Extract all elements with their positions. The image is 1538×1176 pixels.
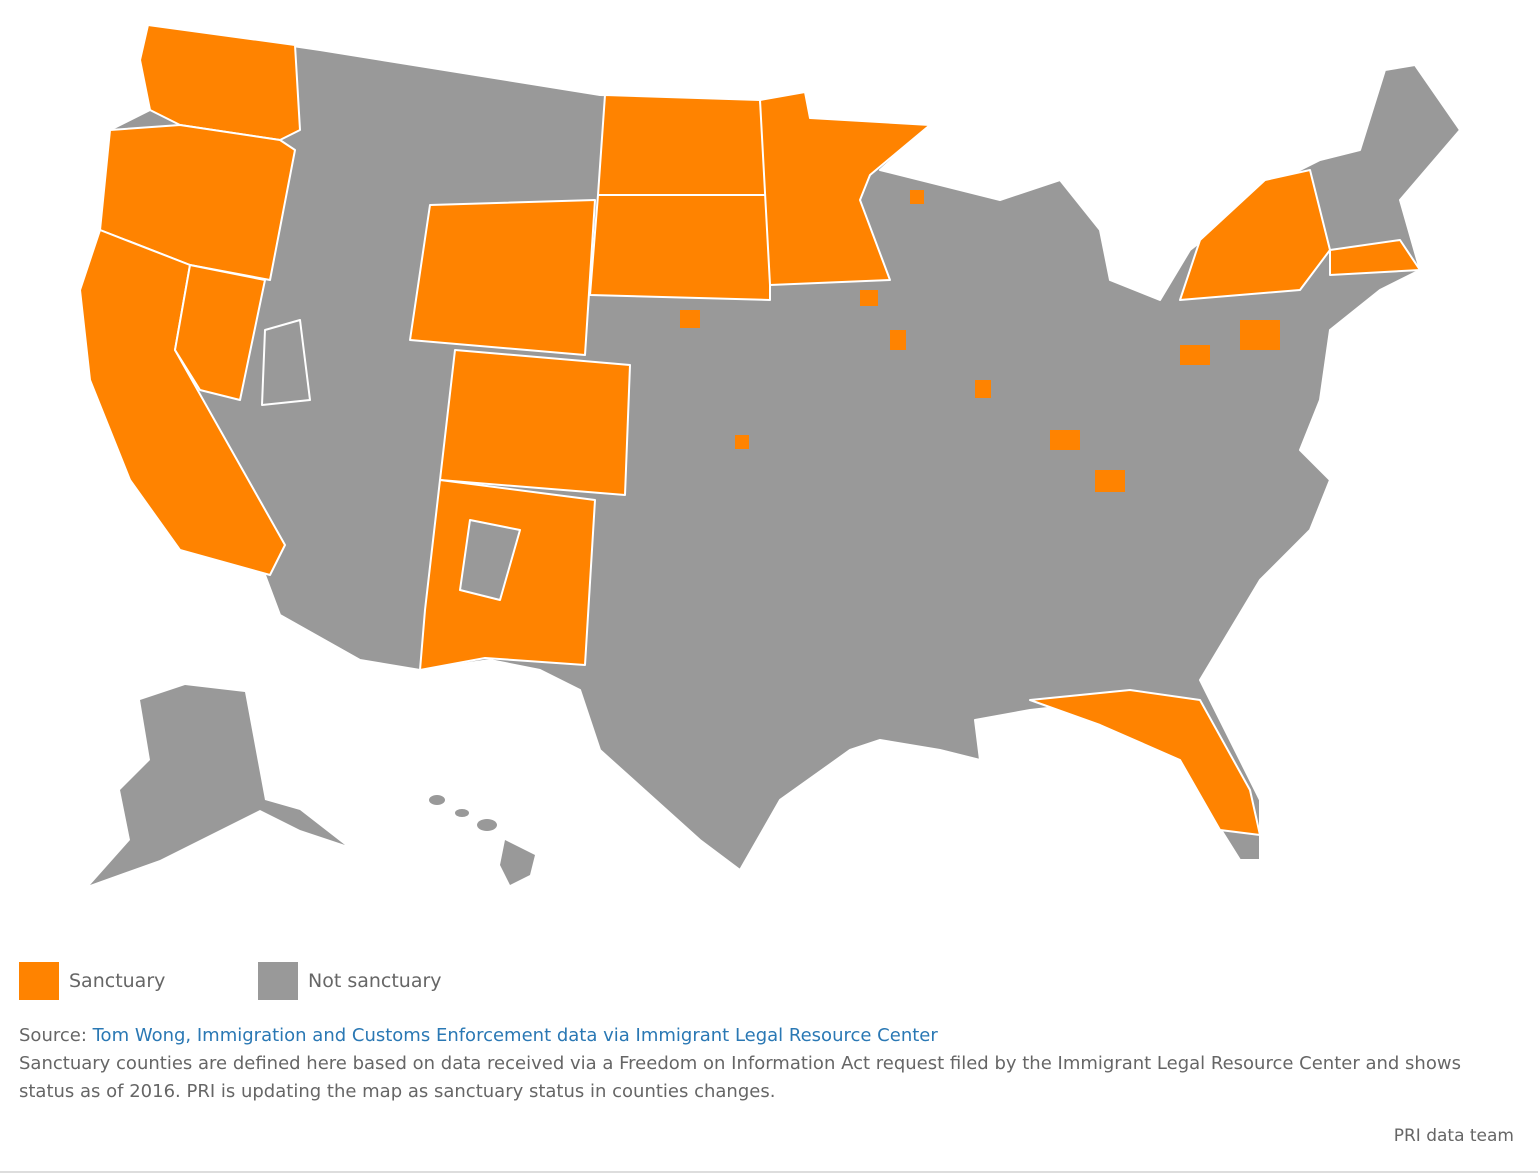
region bbox=[1240, 320, 1280, 350]
region bbox=[910, 190, 924, 204]
region bbox=[1179, 169, 1331, 301]
region bbox=[589, 194, 771, 301]
region bbox=[890, 330, 906, 350]
contiguous-us bbox=[79, 24, 1461, 871]
region bbox=[1095, 470, 1125, 492]
region bbox=[409, 199, 596, 356]
region bbox=[735, 435, 749, 449]
region bbox=[261, 319, 311, 406]
legend-label: Sanctuary bbox=[69, 970, 166, 992]
region bbox=[439, 349, 631, 496]
region bbox=[759, 91, 931, 286]
region bbox=[1329, 239, 1421, 276]
credit: PRI data team bbox=[1393, 1126, 1514, 1146]
source-block: Source: Tom Wong, Immigration and Custom… bbox=[19, 1022, 1499, 1106]
region bbox=[1180, 345, 1210, 365]
region bbox=[680, 310, 700, 328]
alaska bbox=[90, 685, 345, 885]
legend-item: Not sanctuary bbox=[258, 962, 442, 1000]
legend-swatch bbox=[258, 962, 298, 1000]
legend-label: Not sanctuary bbox=[308, 970, 442, 992]
region bbox=[459, 519, 521, 601]
hawaii bbox=[429, 795, 535, 885]
divider bbox=[0, 1171, 1538, 1173]
region bbox=[1029, 689, 1261, 836]
source-prefix: Source: bbox=[19, 1025, 87, 1046]
region bbox=[597, 94, 771, 196]
note: Sanctuary counties are defined here base… bbox=[19, 1053, 1461, 1102]
map bbox=[79, 24, 1461, 885]
region bbox=[174, 264, 266, 401]
legend-item: Sanctuary bbox=[19, 962, 165, 1000]
legend-swatch bbox=[19, 962, 59, 1000]
region bbox=[860, 290, 878, 306]
region bbox=[975, 380, 991, 398]
region bbox=[1050, 430, 1080, 450]
source-link[interactable]: Tom Wong, Immigration and Customs Enforc… bbox=[92, 1025, 938, 1046]
